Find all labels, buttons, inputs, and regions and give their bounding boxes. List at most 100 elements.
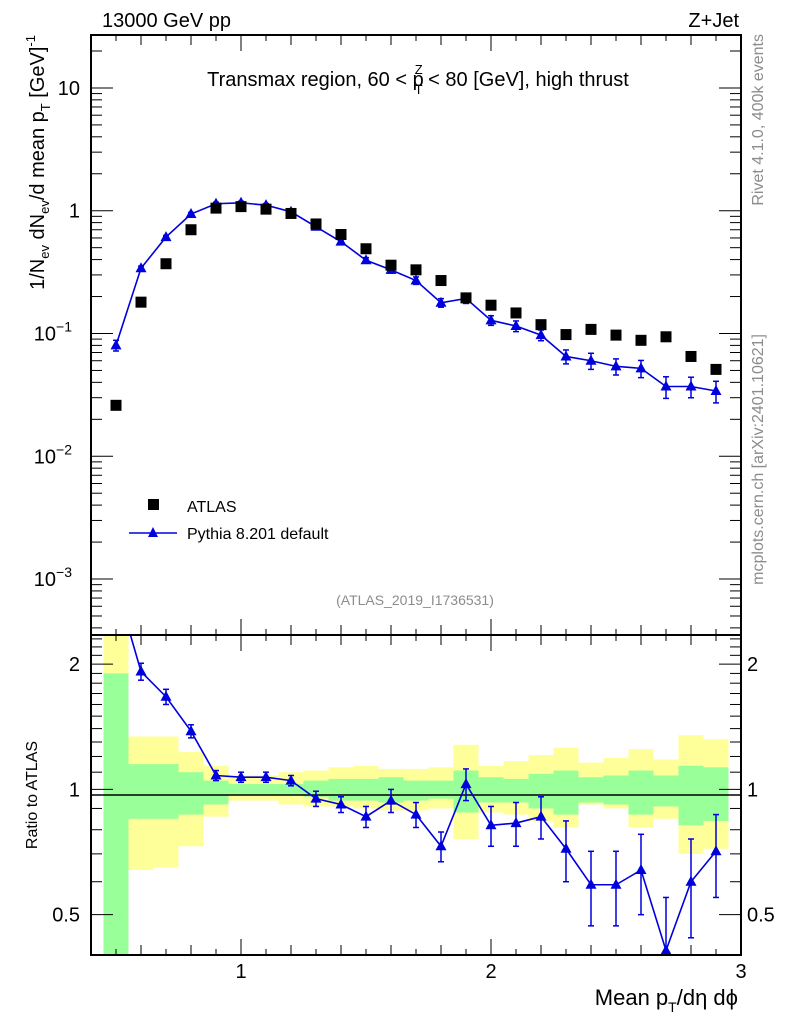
main-y-tick-labels: 10 1 10−1 10−2 10−3 bbox=[34, 78, 80, 591]
y-tick-label: 10−1 bbox=[34, 318, 72, 345]
y-tick-label: 10 bbox=[58, 78, 80, 100]
ratio-point bbox=[360, 810, 372, 821]
pythia-point bbox=[510, 320, 522, 331]
header-right-label: Z+Jet bbox=[688, 10, 739, 32]
pythia-point bbox=[110, 339, 122, 350]
stat-uncertainty-band bbox=[553, 770, 579, 815]
ratio-frame bbox=[90, 634, 742, 956]
ratio-point bbox=[385, 794, 397, 805]
stat-uncertainty-band bbox=[203, 780, 229, 805]
atlas-point bbox=[235, 201, 247, 213]
stat-uncertainty-band bbox=[628, 770, 654, 815]
ratio-point bbox=[485, 819, 497, 830]
atlas-point bbox=[560, 329, 572, 341]
ratio-point bbox=[435, 840, 447, 851]
y-tick-label: 10−3 bbox=[34, 564, 72, 591]
ratio-plot-panel: 2 2 1 1 0.5 0.5 bbox=[52, 634, 775, 956]
atlas-point bbox=[710, 363, 722, 375]
atlas-point bbox=[160, 258, 172, 270]
stat-uncertainty-band bbox=[253, 784, 279, 795]
stat-uncertainty-band bbox=[403, 780, 429, 801]
pythia-point bbox=[360, 254, 372, 265]
stat-uncertainty-band bbox=[278, 784, 304, 795]
atlas-point bbox=[685, 350, 697, 362]
x-axis-label: Mean pT/dη dϕ bbox=[595, 985, 738, 1015]
ratio-point bbox=[560, 842, 572, 853]
legend-pythia-marker bbox=[148, 527, 158, 537]
stat-uncertainty-band bbox=[228, 784, 254, 795]
ratio-point bbox=[585, 878, 597, 889]
ratio-point bbox=[660, 944, 672, 955]
ratio-y-tick-labels: 2 2 1 1 0.5 0.5 bbox=[52, 654, 775, 927]
pythia-point bbox=[135, 262, 147, 273]
pythia-point bbox=[185, 208, 197, 219]
stat-uncertainty-band bbox=[478, 777, 504, 803]
main-title: Transmax region, 60 < pZ T < 80 [GeV], hi… bbox=[207, 62, 629, 97]
atlas-point bbox=[435, 275, 447, 287]
analysis-id-annotation: (ATLAS_2019_I1736531) bbox=[336, 592, 494, 608]
ratio-point bbox=[410, 808, 422, 819]
ratio-point bbox=[260, 771, 272, 782]
ratio-point bbox=[185, 725, 197, 736]
atlas-point bbox=[610, 329, 622, 341]
pythia-point bbox=[160, 231, 172, 242]
pythia-point bbox=[435, 296, 447, 307]
pythia-point bbox=[710, 385, 722, 396]
atlas-point bbox=[260, 203, 272, 215]
stat-uncertainty-band bbox=[303, 780, 329, 797]
pythia-point bbox=[610, 360, 622, 371]
pythia-point bbox=[635, 362, 647, 373]
main-axis-ticks bbox=[90, 35, 742, 635]
pythia-point bbox=[485, 314, 497, 325]
ratio-point bbox=[310, 792, 322, 803]
ratio-y-tick-label-left: 1 bbox=[69, 779, 80, 801]
stat-uncertainty-band bbox=[128, 764, 154, 819]
x-tick-label: 1 bbox=[235, 961, 246, 983]
atlas-point bbox=[635, 334, 647, 346]
ratio-y-tick-label-right: 2 bbox=[747, 654, 758, 676]
atlas-point bbox=[510, 307, 522, 319]
main-data-layer bbox=[110, 196, 722, 411]
ratio-point bbox=[235, 771, 247, 782]
pythia-point bbox=[585, 354, 597, 365]
stat-uncertainty-band bbox=[578, 777, 604, 803]
atlas-point bbox=[185, 224, 197, 236]
atlas-point bbox=[310, 218, 322, 230]
ratio-point bbox=[160, 690, 172, 701]
ratio-y-tick-label-left: 2 bbox=[69, 654, 80, 676]
pythia-point bbox=[685, 380, 697, 391]
pythia-line bbox=[115, 202, 717, 392]
x-tick-label: 2 bbox=[485, 961, 496, 983]
legend: ATLAS Pythia 8.201 default bbox=[129, 499, 329, 543]
pythia-point bbox=[335, 235, 347, 246]
atlas-point bbox=[360, 243, 372, 255]
legend-pythia-label: Pythia 8.201 default bbox=[187, 526, 329, 543]
ratio-point bbox=[335, 798, 347, 809]
stat-uncertainty-band bbox=[178, 772, 204, 815]
main-plot-panel: 10 1 10−1 10−2 10−3 bbox=[34, 34, 742, 636]
ratio-point bbox=[460, 778, 472, 789]
pythia-point bbox=[410, 274, 422, 285]
atlas-point bbox=[410, 264, 422, 276]
ratio-point bbox=[135, 665, 147, 676]
y-tick-label: 10−2 bbox=[34, 441, 72, 468]
stat-uncertainty-band bbox=[503, 778, 529, 803]
atlas-point bbox=[585, 323, 597, 335]
rivet-version-label: Rivet 4.1.0, 400k events bbox=[750, 34, 767, 206]
atlas-point bbox=[660, 331, 672, 343]
atlas-point bbox=[535, 319, 547, 331]
ratio-point bbox=[610, 878, 622, 889]
ratio-point bbox=[285, 774, 297, 785]
ratio-data-layer bbox=[129, 635, 722, 955]
atlas-point bbox=[110, 399, 122, 411]
ratio-uncertainty-bands bbox=[103, 635, 729, 955]
stat-uncertainty-band bbox=[353, 778, 379, 801]
legend-atlas-marker bbox=[148, 499, 159, 510]
pythia-point bbox=[535, 329, 547, 340]
ratio-point bbox=[635, 864, 647, 875]
main-y-axis-label: 1/Nev dNev/d mean pT [GeV]-1 bbox=[23, 35, 53, 290]
header-left-label: 13000 GeV pp bbox=[102, 10, 231, 32]
ratio-y-tick-label-left: 0.5 bbox=[52, 905, 80, 927]
ratio-series bbox=[129, 635, 722, 955]
